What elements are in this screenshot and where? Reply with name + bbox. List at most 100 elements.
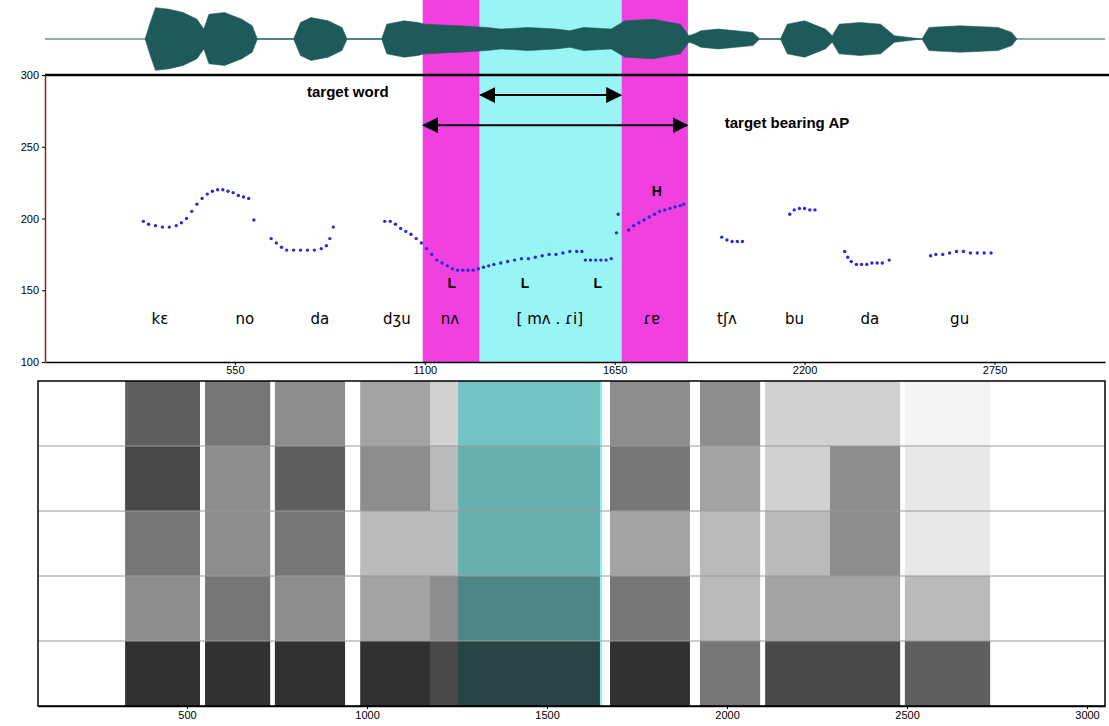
region — [423, 0, 480, 362]
syllable-label: bu — [785, 310, 804, 328]
energy-cell — [830, 576, 900, 641]
tick: 2500 — [895, 706, 919, 721]
tick-label: 1500 — [535, 709, 559, 721]
energy-cell — [360, 446, 430, 511]
energy-cell — [430, 446, 600, 511]
f0-point — [435, 258, 438, 261]
energy-cell — [205, 576, 270, 641]
tick-label: 2750 — [983, 364, 1007, 376]
f0-point — [306, 248, 309, 251]
f0-point — [580, 250, 583, 253]
energy-cell — [700, 641, 760, 706]
grid-line — [38, 576, 1105, 577]
f0-point — [888, 258, 891, 261]
f0-point — [865, 263, 868, 266]
tick-label: 2200 — [793, 364, 817, 376]
energy-cell — [275, 511, 345, 576]
f0-point — [221, 188, 224, 191]
syllable-label: da — [861, 310, 880, 328]
f0-point — [185, 217, 188, 220]
energy-cell — [765, 381, 830, 446]
tick-mark — [42, 75, 45, 76]
f0-point — [425, 247, 428, 250]
f0-point — [788, 213, 791, 216]
f0-point — [451, 267, 454, 270]
f0-point — [875, 261, 878, 264]
waveform-layer — [45, 8, 1105, 71]
tick: 1000 — [355, 706, 379, 721]
energy-cell — [430, 381, 600, 446]
f0-point — [328, 237, 331, 240]
axis-line — [46, 362, 1106, 364]
tick: 300 — [21, 69, 45, 81]
f0-point — [575, 250, 578, 253]
f0-point — [955, 250, 958, 253]
energy-cell — [830, 641, 900, 706]
f0-point — [414, 237, 417, 240]
f0-point — [798, 207, 801, 210]
energy-cell — [905, 511, 990, 576]
energy-cell — [700, 576, 760, 641]
f0-point — [320, 247, 323, 250]
tick-mark — [42, 362, 45, 363]
tick: 1500 — [535, 706, 559, 721]
range-arrow — [424, 124, 687, 126]
energy-cell — [125, 576, 200, 641]
syllable-label: da — [310, 310, 329, 328]
x-axis: 50010001500200025003000 — [39, 706, 1106, 721]
f0-point — [642, 218, 645, 221]
plot-frame — [38, 381, 1105, 706]
f0-point — [299, 248, 302, 251]
tone-label: L — [594, 275, 603, 291]
tick: 2200 — [793, 362, 817, 376]
f0-point — [252, 218, 255, 221]
f0-point — [456, 268, 459, 271]
f0-point — [610, 257, 613, 260]
energy-cell — [275, 381, 345, 446]
tone-label: L — [521, 275, 530, 291]
energy-cell — [700, 381, 760, 446]
energy-cell — [205, 511, 270, 576]
grid-line — [38, 641, 1105, 642]
f0-point — [180, 221, 183, 224]
f0-point — [242, 195, 245, 198]
energy-cell — [125, 511, 200, 576]
energy-cell — [205, 641, 270, 706]
tick-label: 150 — [21, 284, 39, 296]
f0-point — [477, 267, 480, 270]
syllable-label: ɾɐ — [643, 310, 660, 328]
tick-label: 1100 — [413, 364, 437, 376]
grid-line — [38, 446, 1105, 447]
f0-point — [142, 220, 145, 223]
f0-point — [404, 230, 407, 233]
f0-point — [492, 263, 495, 266]
f0-point — [584, 258, 587, 261]
f0-point — [527, 257, 530, 260]
energy-cell — [905, 576, 990, 641]
f0-point — [720, 235, 723, 238]
f0-point — [561, 251, 564, 254]
tick-mark — [42, 147, 45, 148]
f0-point — [846, 256, 849, 259]
energy-cell — [275, 641, 345, 706]
f0-point — [803, 207, 806, 210]
tick: 250 — [21, 141, 45, 153]
f0-point — [285, 248, 288, 251]
f0-point — [292, 248, 295, 251]
energy-cell — [700, 511, 760, 576]
energy-cell — [765, 446, 830, 511]
f0-point — [648, 215, 651, 218]
syllable-label: gu — [950, 310, 969, 328]
f0-point — [200, 197, 203, 200]
energy-cell — [360, 576, 430, 641]
energy-cell — [830, 511, 900, 576]
f0-point — [389, 220, 392, 223]
energy-cell — [430, 576, 600, 641]
f0-point — [409, 233, 412, 236]
panel-top-line — [45, 74, 1109, 77]
tick-label: 300 — [21, 69, 39, 81]
f0-point — [237, 194, 240, 197]
energy-cell — [610, 381, 690, 446]
energy-cell — [360, 511, 430, 576]
f0-point — [325, 244, 328, 247]
